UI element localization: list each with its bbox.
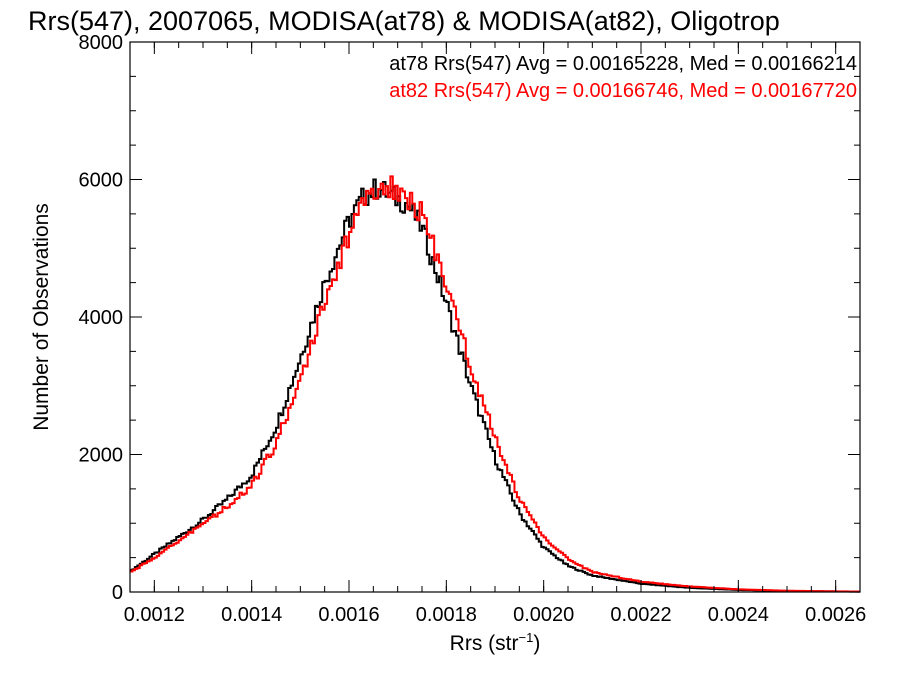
- y-axis: 0 2000 4000 6000 8000: [79, 32, 860, 604]
- chart-title: Rrs(547), 2007065, MODISA(at78) & MODISA…: [28, 6, 780, 36]
- series-layer: [130, 175, 860, 593]
- x-axis-title-main: Rrs (str: [450, 632, 519, 655]
- plot-frame: [129, 41, 861, 593]
- y-tick-label: 2000: [79, 445, 124, 467]
- legend: at78 Rrs(547) Avg = 0.00165228, Med = 0.…: [389, 53, 857, 102]
- x-tick-label: 0.0018: [416, 604, 477, 626]
- x-tick-label: 0.0012: [124, 604, 185, 626]
- x-tick-label: 0.0026: [805, 604, 866, 626]
- legend-entry-at78: at78 Rrs(547) Avg = 0.00165228, Med = 0.…: [389, 53, 857, 75]
- x-tick-label: 0.0016: [318, 604, 379, 626]
- x-axis-title: Rrs (str−1): [450, 630, 541, 655]
- y-tick-label: 4000: [79, 307, 124, 329]
- y-axis-title: Number of Observations: [30, 203, 53, 431]
- x-tick-label: 0.0014: [221, 604, 282, 626]
- y-tick-label: 6000: [79, 170, 124, 192]
- x-axis-title-close: ): [533, 632, 540, 655]
- y-tick-label: 0: [112, 582, 123, 604]
- y-tick-label: 8000: [79, 32, 124, 54]
- x-tick-label: 0.0020: [513, 604, 574, 626]
- x-axis: 0.0012 0.0014 0.0016 0.0018 0.0020 0.0022 0.00…: [124, 42, 866, 626]
- x-axis-title-superscript: −1: [519, 630, 534, 645]
- series-line-at82: [130, 175, 860, 593]
- x-tick-label: 0.0022: [610, 604, 671, 626]
- x-tick-label: 0.0024: [708, 604, 769, 626]
- series-line-at78: [130, 178, 860, 593]
- legend-entry-at82: at82 Rrs(547) Avg = 0.00166746, Med = 0.…: [389, 80, 857, 102]
